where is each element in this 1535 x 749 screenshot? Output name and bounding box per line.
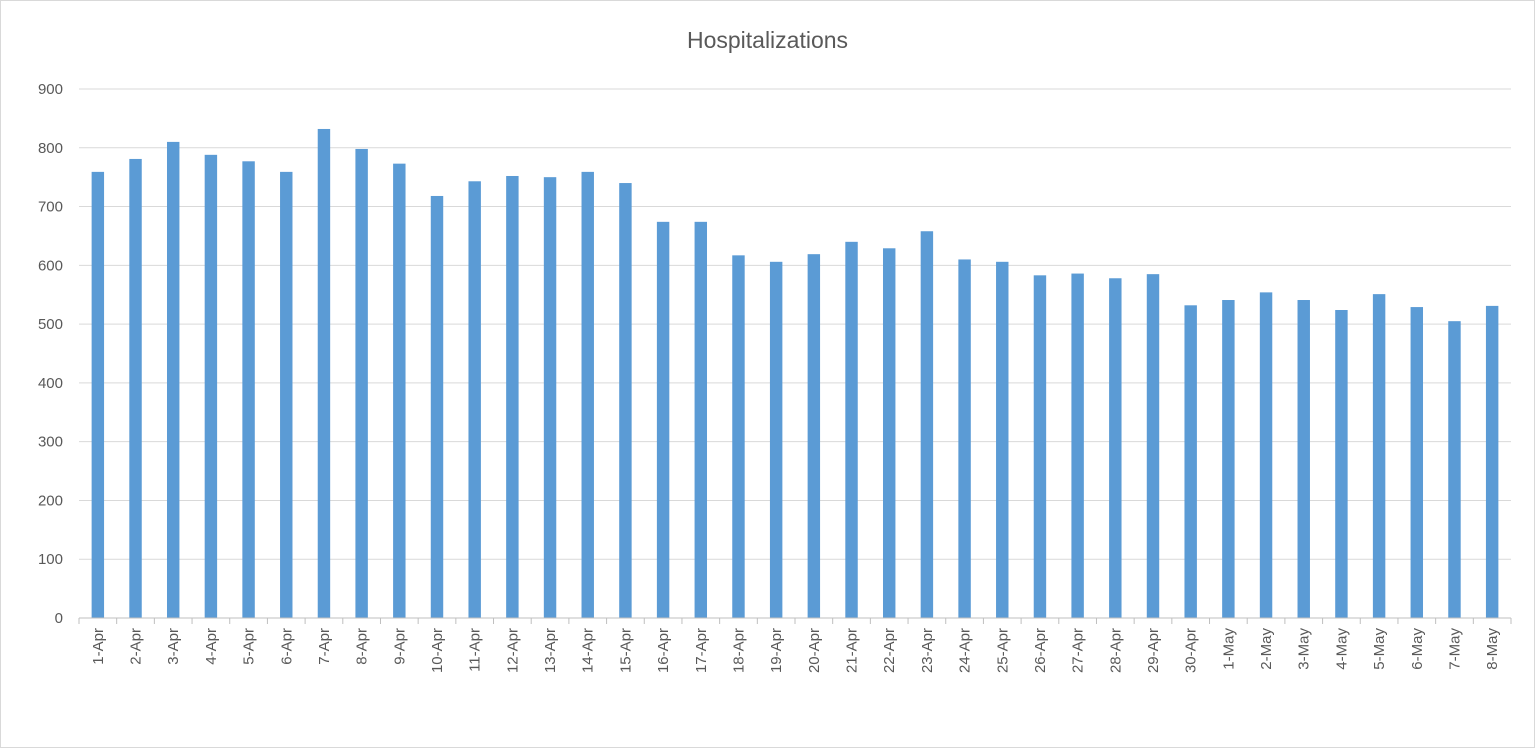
y-tick-label: 200 <box>38 492 63 509</box>
bar <box>468 181 481 618</box>
bar <box>1372 294 1386 618</box>
x-tick-label: 13-Apr <box>542 628 559 673</box>
x-tick-label: 1-Apr <box>90 628 107 665</box>
x-tick-label: 18-Apr <box>730 628 747 673</box>
bar <box>506 175 519 619</box>
x-tick-label: 22-Apr <box>881 628 898 673</box>
bar <box>845 241 858 619</box>
bar <box>1033 275 1047 618</box>
x-tick-label: 17-Apr <box>693 628 710 673</box>
x-tick-label: 23-Apr <box>919 628 936 673</box>
x-tick-label: 11-Apr <box>467 628 484 672</box>
bar <box>242 161 255 618</box>
bar <box>1071 273 1084 618</box>
axes <box>78 617 1512 624</box>
bar <box>166 141 180 618</box>
x-tick-label: 7-Apr <box>316 628 333 665</box>
x-tick-label: 2-Apr <box>128 628 145 665</box>
bar <box>317 128 331 619</box>
x-tick-label: 20-Apr <box>806 628 823 673</box>
bar <box>91 171 105 619</box>
bar <box>1410 307 1424 618</box>
bar <box>1109 278 1122 618</box>
x-tick-label: 25-Apr <box>994 628 1011 673</box>
x-tick-label: 19-Apr <box>768 628 785 673</box>
bar <box>656 221 670 619</box>
y-tick-label: 300 <box>38 434 63 451</box>
y-tick-label: 800 <box>38 140 63 157</box>
bar <box>1222 300 1235 618</box>
x-tick-label: 24-Apr <box>957 628 974 673</box>
bar <box>882 248 896 618</box>
bar <box>204 154 218 618</box>
x-tick-label: 9-Apr <box>391 628 408 665</box>
bar <box>958 259 971 618</box>
bar <box>807 254 821 618</box>
bar <box>920 231 934 618</box>
y-tick-label: 700 <box>38 199 63 216</box>
bar <box>769 261 783 618</box>
y-tick-label: 900 <box>38 81 63 98</box>
bar <box>996 261 1009 618</box>
bar <box>1485 305 1499 618</box>
x-tick-label: 12-Apr <box>504 628 521 673</box>
x-tick-label: 16-Apr <box>655 628 672 673</box>
x-tick-label: 10-Apr <box>429 628 446 673</box>
bar <box>1146 274 1160 618</box>
x-tick-label: 27-Apr <box>1070 628 1087 673</box>
bar <box>581 171 594 619</box>
y-tick-label: 0 <box>55 610 63 627</box>
x-tick-label: 1-May <box>1220 628 1237 670</box>
x-tick-label: 2-May <box>1258 628 1275 670</box>
y-tick-labels: 0 100 200 300 400 500 600 700 800 900 <box>38 81 63 627</box>
x-tick-label: 8-May <box>1484 628 1501 670</box>
x-tick-label: 29-Apr <box>1145 628 1162 673</box>
x-tick-label: 3-May <box>1296 628 1313 670</box>
x-tick-label: 14-Apr <box>580 628 597 673</box>
x-tick-label: 28-Apr <box>1107 628 1124 673</box>
bar <box>355 148 368 618</box>
x-tick-label: 8-Apr <box>354 628 371 665</box>
bar <box>1335 310 1348 618</box>
x-tick-label: 6-Apr <box>278 628 295 665</box>
bar <box>619 183 632 619</box>
x-tick-label: 6-May <box>1409 628 1426 670</box>
y-tick-label: 600 <box>38 257 63 274</box>
x-tick-label: 5-May <box>1371 628 1388 670</box>
bar <box>543 177 557 618</box>
x-tick-labels: 1-Apr 2-Apr 3-Apr 4-Apr 5-Apr 6-Apr 7-Apr 8-Apr… <box>90 628 1501 674</box>
gridlines <box>79 88 1511 560</box>
x-tick-label: 30-Apr <box>1183 628 1200 673</box>
y-tick-label: 400 <box>38 375 63 392</box>
bar <box>430 195 444 618</box>
x-tick-label: 4-Apr <box>203 628 220 665</box>
bar <box>280 171 293 619</box>
bar <box>1184 305 1197 618</box>
y-tick-label: 500 <box>38 316 63 333</box>
x-tick-label: 26-Apr <box>1032 628 1049 673</box>
bar <box>1448 321 1461 618</box>
x-tick-label: 15-Apr <box>617 628 634 673</box>
bars <box>91 128 1499 619</box>
bar <box>694 221 708 619</box>
y-tick-label: 100 <box>38 551 63 568</box>
bar <box>129 158 142 618</box>
chart-title: Hospitalizations <box>686 27 849 53</box>
x-tick-label: 21-Apr <box>844 628 861 673</box>
x-tick-label: 5-Apr <box>241 628 258 665</box>
bar <box>1297 300 1310 618</box>
bar <box>393 163 406 619</box>
x-tick-label: 7-May <box>1446 628 1463 670</box>
x-tick-label: 4-May <box>1333 628 1350 670</box>
bar <box>1259 292 1273 618</box>
bar <box>732 255 745 618</box>
x-tick-label: 3-Apr <box>165 628 182 665</box>
